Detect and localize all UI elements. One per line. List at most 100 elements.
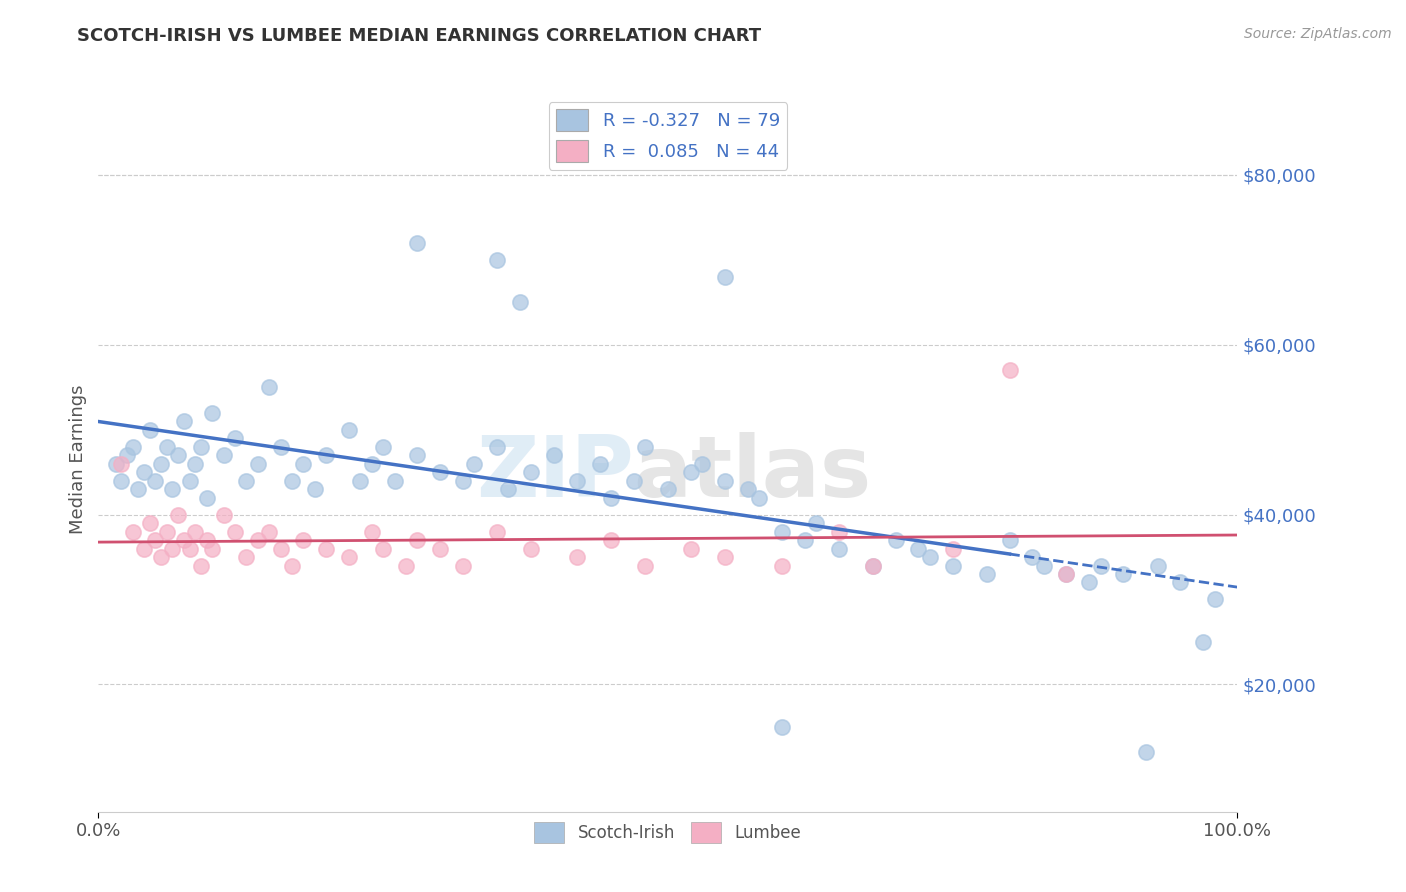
Point (270, 541, 292, 556)
Point (371, 440, 394, 454)
Point (162, 541, 184, 556)
Point (828, 524, 851, 539)
Point (156, 440, 179, 454)
Point (304, 482, 326, 496)
Point (138, 516, 160, 530)
Point (770, 720, 793, 734)
Point (184, 524, 207, 539)
Point (132, 465, 155, 479)
Point (201, 406, 224, 420)
Point (1078, 575, 1101, 590)
Point (918, 549, 941, 564)
Point (195, 533, 218, 547)
Point (543, 448, 565, 462)
Point (349, 474, 371, 488)
Point (190, 558, 212, 573)
Point (623, 474, 645, 488)
Point (201, 541, 224, 556)
Point (634, 440, 657, 454)
Point (714, 269, 737, 284)
Point (1192, 635, 1215, 649)
Point (371, 541, 394, 556)
Point (212, 448, 235, 462)
Point (179, 541, 201, 556)
Point (679, 465, 702, 479)
Point (145, 533, 167, 547)
Point (212, 508, 235, 522)
Point (179, 474, 201, 488)
Point (451, 474, 474, 488)
Point (998, 363, 1021, 377)
Point (104, 457, 127, 471)
Point (429, 541, 451, 556)
Point (132, 541, 155, 556)
Point (498, 482, 520, 496)
Point (942, 558, 965, 573)
Point (292, 457, 315, 471)
Point (235, 474, 257, 488)
Point (145, 474, 167, 488)
Point (224, 431, 246, 445)
Text: SCOTCH-IRISH VS LUMBEE MEDIAN EARNINGS CORRELATION CHART: SCOTCH-IRISH VS LUMBEE MEDIAN EARNINGS C… (77, 27, 762, 45)
Point (406, 533, 429, 547)
Point (1170, 575, 1192, 590)
Point (384, 474, 406, 488)
Point (1112, 566, 1135, 581)
Point (565, 549, 588, 564)
Point (337, 423, 360, 437)
Point (184, 457, 207, 471)
Point (110, 457, 132, 471)
Point (509, 295, 531, 310)
Point (315, 448, 337, 462)
Point (486, 440, 509, 454)
Point (486, 252, 509, 267)
Point (976, 566, 998, 581)
Point (862, 558, 884, 573)
Point (127, 482, 149, 496)
Point (224, 524, 246, 539)
Point (486, 524, 509, 539)
Point (167, 508, 190, 522)
Point (337, 549, 360, 564)
Point (679, 541, 702, 556)
Point (770, 558, 793, 573)
Point (520, 541, 543, 556)
Point (162, 482, 184, 496)
Point (828, 541, 851, 556)
Point (1135, 745, 1157, 759)
Point (190, 440, 212, 454)
Point (463, 457, 485, 471)
Point (862, 558, 884, 573)
Point (173, 533, 195, 547)
Point (115, 448, 138, 462)
Point (281, 558, 304, 573)
Point (714, 474, 737, 488)
Point (360, 457, 382, 471)
Point (259, 380, 281, 394)
Point (1056, 566, 1078, 581)
Point (138, 423, 160, 437)
Point (600, 533, 623, 547)
Point (1056, 566, 1078, 581)
Point (804, 516, 827, 530)
Point (942, 541, 965, 556)
Point (690, 457, 713, 471)
Point (657, 482, 679, 496)
Point (167, 448, 190, 462)
Point (315, 541, 337, 556)
Point (1204, 592, 1226, 607)
Point (150, 549, 173, 564)
Point (565, 474, 588, 488)
Text: ZIP: ZIP (477, 432, 634, 515)
Point (110, 474, 132, 488)
Point (246, 457, 269, 471)
Text: Source: ZipAtlas.com: Source: ZipAtlas.com (1244, 27, 1392, 41)
Point (121, 524, 143, 539)
Y-axis label: Median Earnings: Median Earnings (69, 384, 87, 534)
Point (121, 440, 143, 454)
Point (793, 533, 815, 547)
Point (1021, 549, 1043, 564)
Point (270, 440, 292, 454)
Point (360, 524, 382, 539)
Point (235, 549, 257, 564)
